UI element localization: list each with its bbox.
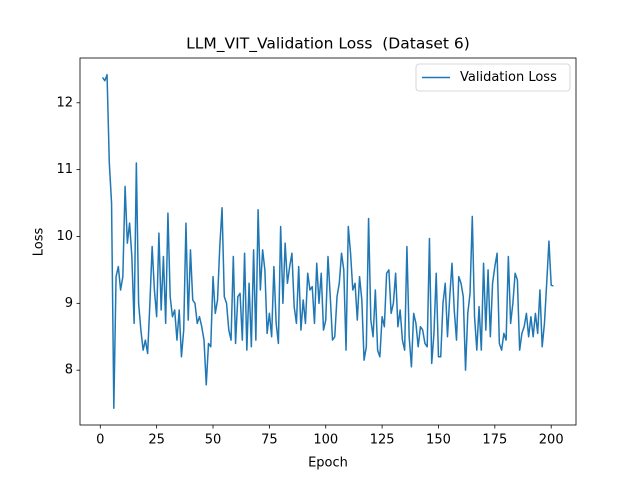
x-axis-label: Epoch — [308, 456, 348, 471]
y-tick-label: 9 — [65, 296, 73, 311]
x-tick-label: 25 — [148, 433, 165, 448]
y-axis-label: Loss — [32, 228, 47, 257]
line — [101, 73, 554, 410]
x-tick-label: 200 — [539, 433, 564, 448]
x-tick-label: 0 — [96, 433, 104, 448]
legend-label: Validation Loss — [460, 70, 557, 85]
y-tick-label: 8 — [65, 363, 73, 378]
x-tick-label: 125 — [370, 433, 395, 448]
y-tick-label: 12 — [56, 95, 73, 110]
legend-box — [415, 63, 571, 92]
x-tick-label: 150 — [426, 433, 451, 448]
x-tick-label: 100 — [313, 433, 338, 448]
x-tick-label: 75 — [261, 433, 278, 448]
plot-frame — [79, 57, 577, 426]
chart-title: LLM_VIT_Validation Loss (Dataset 6) — [186, 35, 470, 54]
x-tick-label: 50 — [205, 433, 222, 448]
x-tick-label: 175 — [482, 433, 507, 448]
y-tick-label: 11 — [56, 162, 73, 177]
y-tick-label: 10 — [56, 229, 73, 244]
